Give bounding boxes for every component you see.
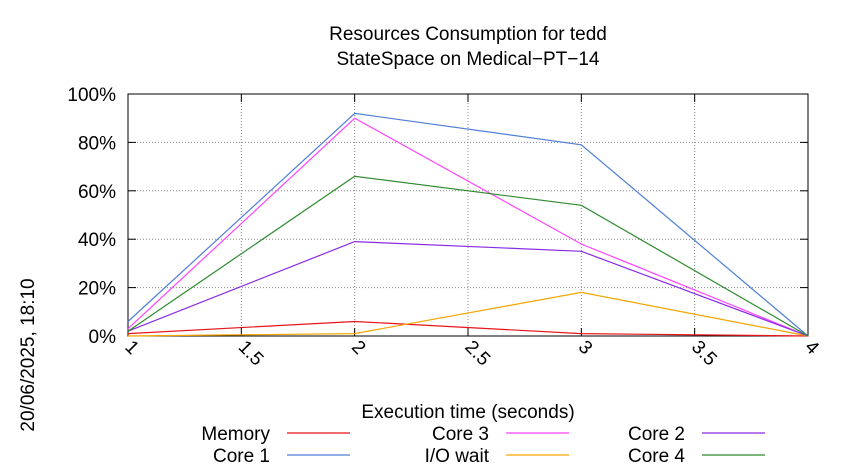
x-tick-label: 1 bbox=[120, 337, 142, 359]
series-line-i-o-wait bbox=[127, 291, 809, 337]
x-tick-label: 2.5 bbox=[460, 337, 494, 371]
y-tick-label: 80% bbox=[78, 133, 116, 154]
legend-label-core-4: Core 4 bbox=[628, 446, 685, 467]
x-tick-label: 1.5 bbox=[234, 337, 268, 371]
series-line-core-4 bbox=[127, 175, 809, 337]
x-tick-label: 4 bbox=[800, 337, 823, 360]
x-axis-label: Execution time (seconds) bbox=[361, 402, 574, 423]
series-lines bbox=[127, 112, 809, 337]
x-tick-label: 3.5 bbox=[687, 337, 721, 371]
x-tick-label: 2 bbox=[347, 337, 369, 359]
y-tick-label: 0% bbox=[89, 327, 117, 348]
series-line-memory bbox=[127, 320, 809, 337]
y-tick-label: 60% bbox=[78, 182, 116, 203]
legend-label-core-1: Core 1 bbox=[213, 446, 270, 467]
grid bbox=[128, 94, 808, 336]
chart-title-line2: StateSpace on Medical−PT−14 bbox=[336, 49, 599, 70]
series-line-core-1 bbox=[127, 112, 809, 337]
timestamp-label: 20/06/2025, 18:10 bbox=[18, 278, 39, 431]
legend-label-core-3: Core 3 bbox=[432, 424, 489, 445]
y-tick-label: 100% bbox=[67, 85, 116, 106]
legend-label-i-o-wait: I/O wait bbox=[425, 446, 490, 467]
legend-label-core-2: Core 2 bbox=[628, 424, 685, 445]
y-ticks: 0% 20% 40% 60% 80% 100% bbox=[67, 85, 808, 348]
series-line-core-3 bbox=[127, 117, 809, 337]
y-tick-label: 40% bbox=[78, 230, 116, 251]
y-tick-label: 20% bbox=[78, 279, 116, 300]
series-line-core-2 bbox=[127, 240, 809, 337]
legend-label-memory: Memory bbox=[201, 424, 270, 445]
x-tick-label: 3 bbox=[574, 337, 596, 359]
chart-title-line1: Resources Consumption for tedd bbox=[329, 24, 607, 45]
